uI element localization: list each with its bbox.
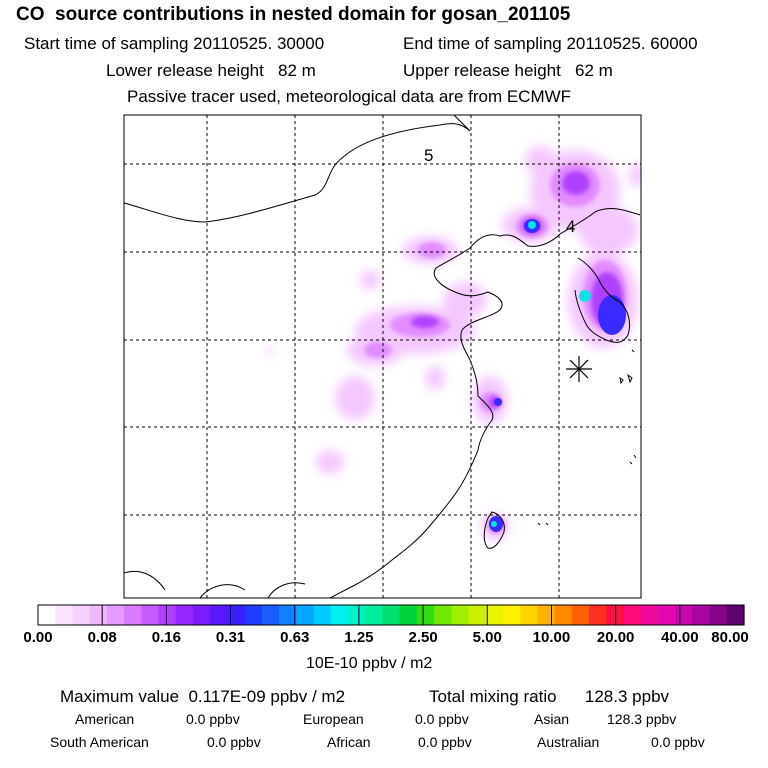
colorbar-cell — [709, 605, 728, 625]
source-australian-name: Australian — [537, 734, 600, 750]
colorbar-units: 10E-10 ppbv / m2 — [306, 655, 433, 672]
colorbar-cell — [106, 605, 125, 625]
graticule — [124, 115, 641, 598]
colorbar-tick-label: 5.00 — [472, 629, 502, 646]
colorbar-cell — [158, 605, 177, 625]
colorbar-tick-label: 40.00 — [661, 629, 699, 646]
colorbar-cell — [434, 605, 452, 625]
colorbar-cell — [38, 605, 56, 625]
colorbar-cell — [296, 605, 315, 625]
colorbar-tick-label: 80.00 — [711, 629, 749, 646]
colorbar-tick-label: 0.63 — [280, 629, 310, 646]
colorbar-cell — [571, 605, 590, 625]
colorbar-tick-label: 0.00 — [23, 629, 53, 646]
colorbar-tick-label: 1.25 — [344, 629, 374, 646]
colorbar-tick-label: 10.00 — [532, 629, 571, 646]
source-south-american-value: 0.0 ppbv — [207, 734, 261, 750]
colorbar-cell — [399, 605, 418, 625]
colorbar-cell — [502, 605, 521, 625]
colorbar-cell — [192, 605, 211, 625]
day-label-4: 4 — [566, 217, 575, 236]
colorbar-tick-label: 20.00 — [596, 629, 635, 646]
colorbar-cell — [451, 605, 470, 625]
colorbar-frame — [37, 604, 745, 626]
colorbar-cell — [468, 605, 487, 625]
colorbar-cell — [347, 605, 366, 625]
colorbar-cell — [210, 605, 229, 625]
colorbar-cell — [141, 605, 160, 625]
source-european-value: 0.0 ppbv — [415, 711, 469, 727]
source-american-name: American — [75, 711, 135, 727]
chart-title: CO source contributions in nested domain… — [16, 4, 571, 25]
source-african-value: 0.0 ppbv — [418, 734, 472, 750]
source-asian-value: 128.3 ppbv — [607, 711, 677, 727]
map-frame — [123, 114, 642, 599]
colorbar-cell — [485, 605, 504, 625]
colorbar-cell — [313, 605, 332, 625]
end-time: End time of sampling 20110525. 60000 — [403, 34, 698, 53]
colorbar-cell — [244, 605, 263, 625]
source-african-name: African — [327, 734, 371, 750]
colorbar-cell — [675, 605, 693, 625]
colorbar-cell — [175, 605, 194, 625]
colorbar-cell — [554, 605, 573, 625]
colorbar-cell — [382, 605, 401, 625]
day-label-5: 5 — [424, 146, 433, 165]
colorbar-cell — [279, 605, 297, 625]
lower-release-height: Lower release height 82 m — [106, 61, 316, 80]
colorbar-cell — [640, 605, 659, 625]
colorbar-cell — [657, 605, 676, 625]
plume-field — [124, 115, 641, 598]
colorbar-tick-label: 0.08 — [87, 629, 117, 646]
tracer-note: Passive tracer used, meteorological data… — [127, 87, 572, 106]
colorbar-cell — [623, 605, 642, 625]
colorbar-cell — [55, 605, 74, 625]
colorbar-cell — [365, 605, 383, 625]
colorbar-cell — [726, 605, 745, 625]
colorbar-cell — [692, 605, 711, 625]
source-australian-value: 0.0 ppbv — [651, 734, 705, 750]
colorbar-cell — [589, 605, 607, 625]
colorbar-cell — [330, 605, 349, 625]
colorbar-cell — [89, 605, 108, 625]
upper-release-height: Upper release height 62 m — [403, 61, 613, 80]
colorbar-cell — [520, 605, 538, 625]
colorbar — [37, 604, 745, 626]
colorbar-cell — [537, 605, 556, 625]
colorbar-cell — [227, 605, 246, 625]
colorbar-tick-label: 2.50 — [408, 629, 438, 646]
colorbar-tick-label: 0.31 — [215, 629, 246, 646]
total-mixing-ratio: Total mixing ratio 128.3 ppbv — [429, 687, 670, 706]
colorbar-cell — [72, 605, 91, 625]
colorbar-tick-label: 0.16 — [151, 629, 181, 646]
max-value: Maximum value 0.117E-09 ppbv / m2 — [60, 687, 346, 706]
receptor-marker-icon — [566, 356, 592, 382]
start-time: Start time of sampling 20110525. 30000 — [24, 34, 325, 53]
colorbar-cell — [416, 605, 435, 625]
source-european-name: European — [303, 711, 364, 727]
colorbar-cell — [124, 605, 142, 625]
coastlines — [124, 115, 641, 598]
source-asian-name: Asian — [534, 711, 570, 727]
colorbar-cell — [261, 605, 280, 625]
source-american-value: 0.0 ppbv — [186, 711, 240, 727]
source-south-american-name: South American — [50, 734, 149, 750]
